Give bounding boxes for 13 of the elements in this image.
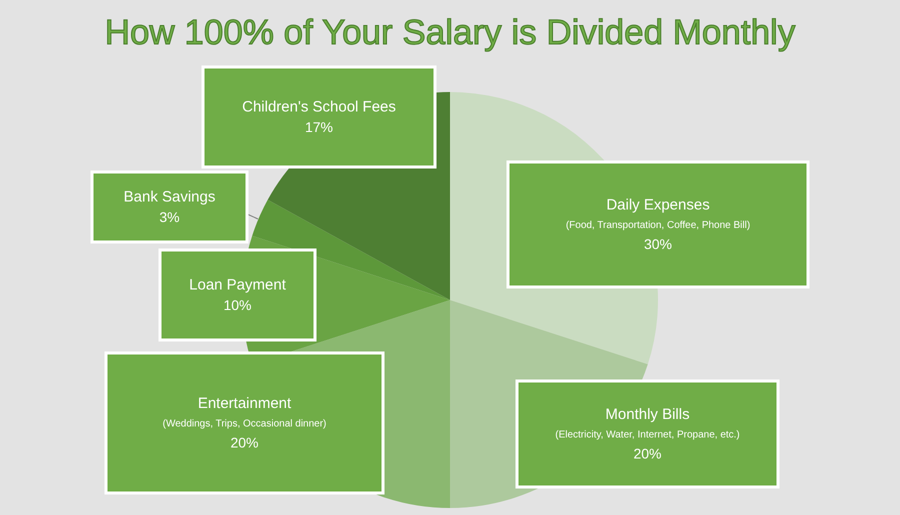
chart-title: How 100% of Your Salary is Divided Monthly [104,13,796,52]
data-label: 10% [223,297,252,313]
category-label: Daily Expenses (Food, Transportation, Coffee, Phone Bill) [566,196,750,231]
slice-label: Loan Payment [189,276,287,294]
slice-label: Bank Savings [124,188,216,206]
data-label: 17% [304,119,334,135]
data-label: 20% [633,446,662,462]
category-label: Entertainment (Weddings, Trips, Occasional dinner) [162,395,326,430]
slice-label: Children's School Fees [242,98,396,116]
data-label: 3% [159,209,180,225]
data-label: 30% [644,236,672,252]
data-label: 20% [230,434,259,450]
category-label: Monthly Bills (Electricity, Water, Internet, Propane, etc.) [555,406,740,440]
